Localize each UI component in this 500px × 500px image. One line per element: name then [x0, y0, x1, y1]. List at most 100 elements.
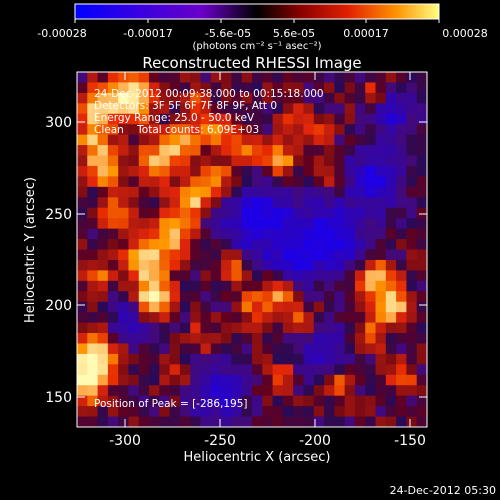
image-pixel [365, 280, 376, 292]
image-pixel [354, 82, 366, 94]
image-pixel [87, 353, 98, 365]
image-pixel [334, 259, 346, 271]
image-pixel [385, 103, 397, 115]
image-pixel [77, 228, 88, 240]
image-pixel [396, 280, 407, 292]
image-pixel [210, 72, 222, 83]
image-pixel [396, 207, 407, 219]
image-pixel [210, 374, 222, 386]
image-pixel [87, 301, 98, 313]
image-pixel [406, 218, 418, 230]
image-pixel [231, 176, 243, 188]
image-pixel [118, 301, 129, 313]
image-pixel [118, 249, 129, 261]
image-pixel [77, 416, 88, 428]
image-pixel [190, 395, 201, 407]
image-pixel [169, 165, 181, 177]
image-pixel [272, 92, 284, 104]
plot-title: Reconstructed RHESSI Image [142, 54, 361, 72]
image-pixel [210, 406, 222, 417]
image-pixel [396, 322, 407, 334]
info-peak-position: Position of Peak = [-286,195] [94, 398, 248, 410]
image-pixel [118, 176, 129, 188]
image-pixel [272, 312, 284, 323]
image-pixel [293, 333, 304, 344]
image-pixel [293, 176, 304, 188]
image-pixel [344, 333, 356, 344]
image-pixel [334, 333, 346, 344]
image-pixel [221, 270, 232, 282]
image-pixel [159, 113, 171, 125]
image-pixel [77, 186, 88, 198]
image-pixel [179, 134, 191, 146]
image-pixel [231, 416, 243, 428]
image-pixel [138, 218, 150, 230]
image-pixel [87, 406, 98, 417]
image-pixel [406, 165, 418, 177]
image-pixel [282, 333, 294, 344]
image-pixel [190, 134, 201, 146]
image-pixel [241, 333, 253, 344]
image-pixel [406, 207, 418, 219]
image-pixel [169, 406, 181, 417]
image-pixel [396, 364, 407, 376]
image-pixel [416, 92, 428, 104]
info-counts: Clean Total counts: 6.09E+03 [94, 124, 259, 136]
image-pixel [179, 353, 191, 365]
image-pixel [149, 406, 160, 417]
image-pixel [221, 72, 232, 83]
image-pixel [107, 113, 119, 125]
image-pixel [190, 301, 201, 313]
image-pixel [354, 197, 366, 209]
image-pixel [252, 218, 263, 230]
image-pixel [159, 82, 171, 94]
image-pixel [190, 197, 201, 209]
image-pixel [138, 165, 150, 177]
image-pixel [210, 385, 222, 397]
image-pixel [252, 145, 263, 156]
image-pixel [354, 312, 366, 323]
image-pixel [118, 82, 129, 94]
image-pixel [375, 155, 387, 167]
image-pixel [272, 301, 284, 313]
footer-timestamp: 24-Dec-2012 05:30 [390, 484, 496, 497]
colorbar-tick-label: -0.00017 [123, 27, 172, 40]
image-pixel [354, 155, 366, 167]
image-pixel [303, 218, 315, 230]
image-pixel [118, 218, 129, 230]
image-pixel [416, 176, 428, 188]
image-pixel [272, 270, 284, 282]
image-pixel [262, 228, 273, 240]
image-pixel [107, 291, 119, 303]
image-pixel [252, 228, 263, 240]
image-pixel [77, 113, 88, 125]
image-pixel [365, 395, 376, 407]
image-pixel [107, 353, 119, 365]
image-pixel [241, 176, 253, 188]
image-pixel [344, 270, 356, 282]
image-pixel [313, 416, 325, 428]
image-pixel [354, 239, 366, 250]
image-pixel [159, 333, 171, 344]
image-pixel [159, 72, 171, 83]
image-pixel [303, 92, 315, 104]
image-pixel [87, 239, 98, 250]
image-pixel [365, 291, 376, 303]
image-pixel [190, 207, 201, 219]
image-pixel [303, 228, 315, 240]
image-pixel [272, 291, 284, 303]
colorbar-tick-label: -5.6e-05 [205, 27, 251, 40]
image-pixel [262, 322, 273, 334]
image-pixel [128, 82, 140, 94]
image-pixel [149, 207, 160, 219]
image-pixel [354, 165, 366, 177]
image-pixel [385, 395, 397, 407]
image-pixel [334, 270, 346, 282]
image-pixel [313, 291, 325, 303]
image-pixel [324, 270, 335, 282]
image-pixel [179, 72, 191, 83]
image-pixel [272, 165, 284, 177]
image-pixel [282, 207, 294, 219]
image-pixel [416, 218, 428, 230]
image-pixel [149, 395, 160, 407]
